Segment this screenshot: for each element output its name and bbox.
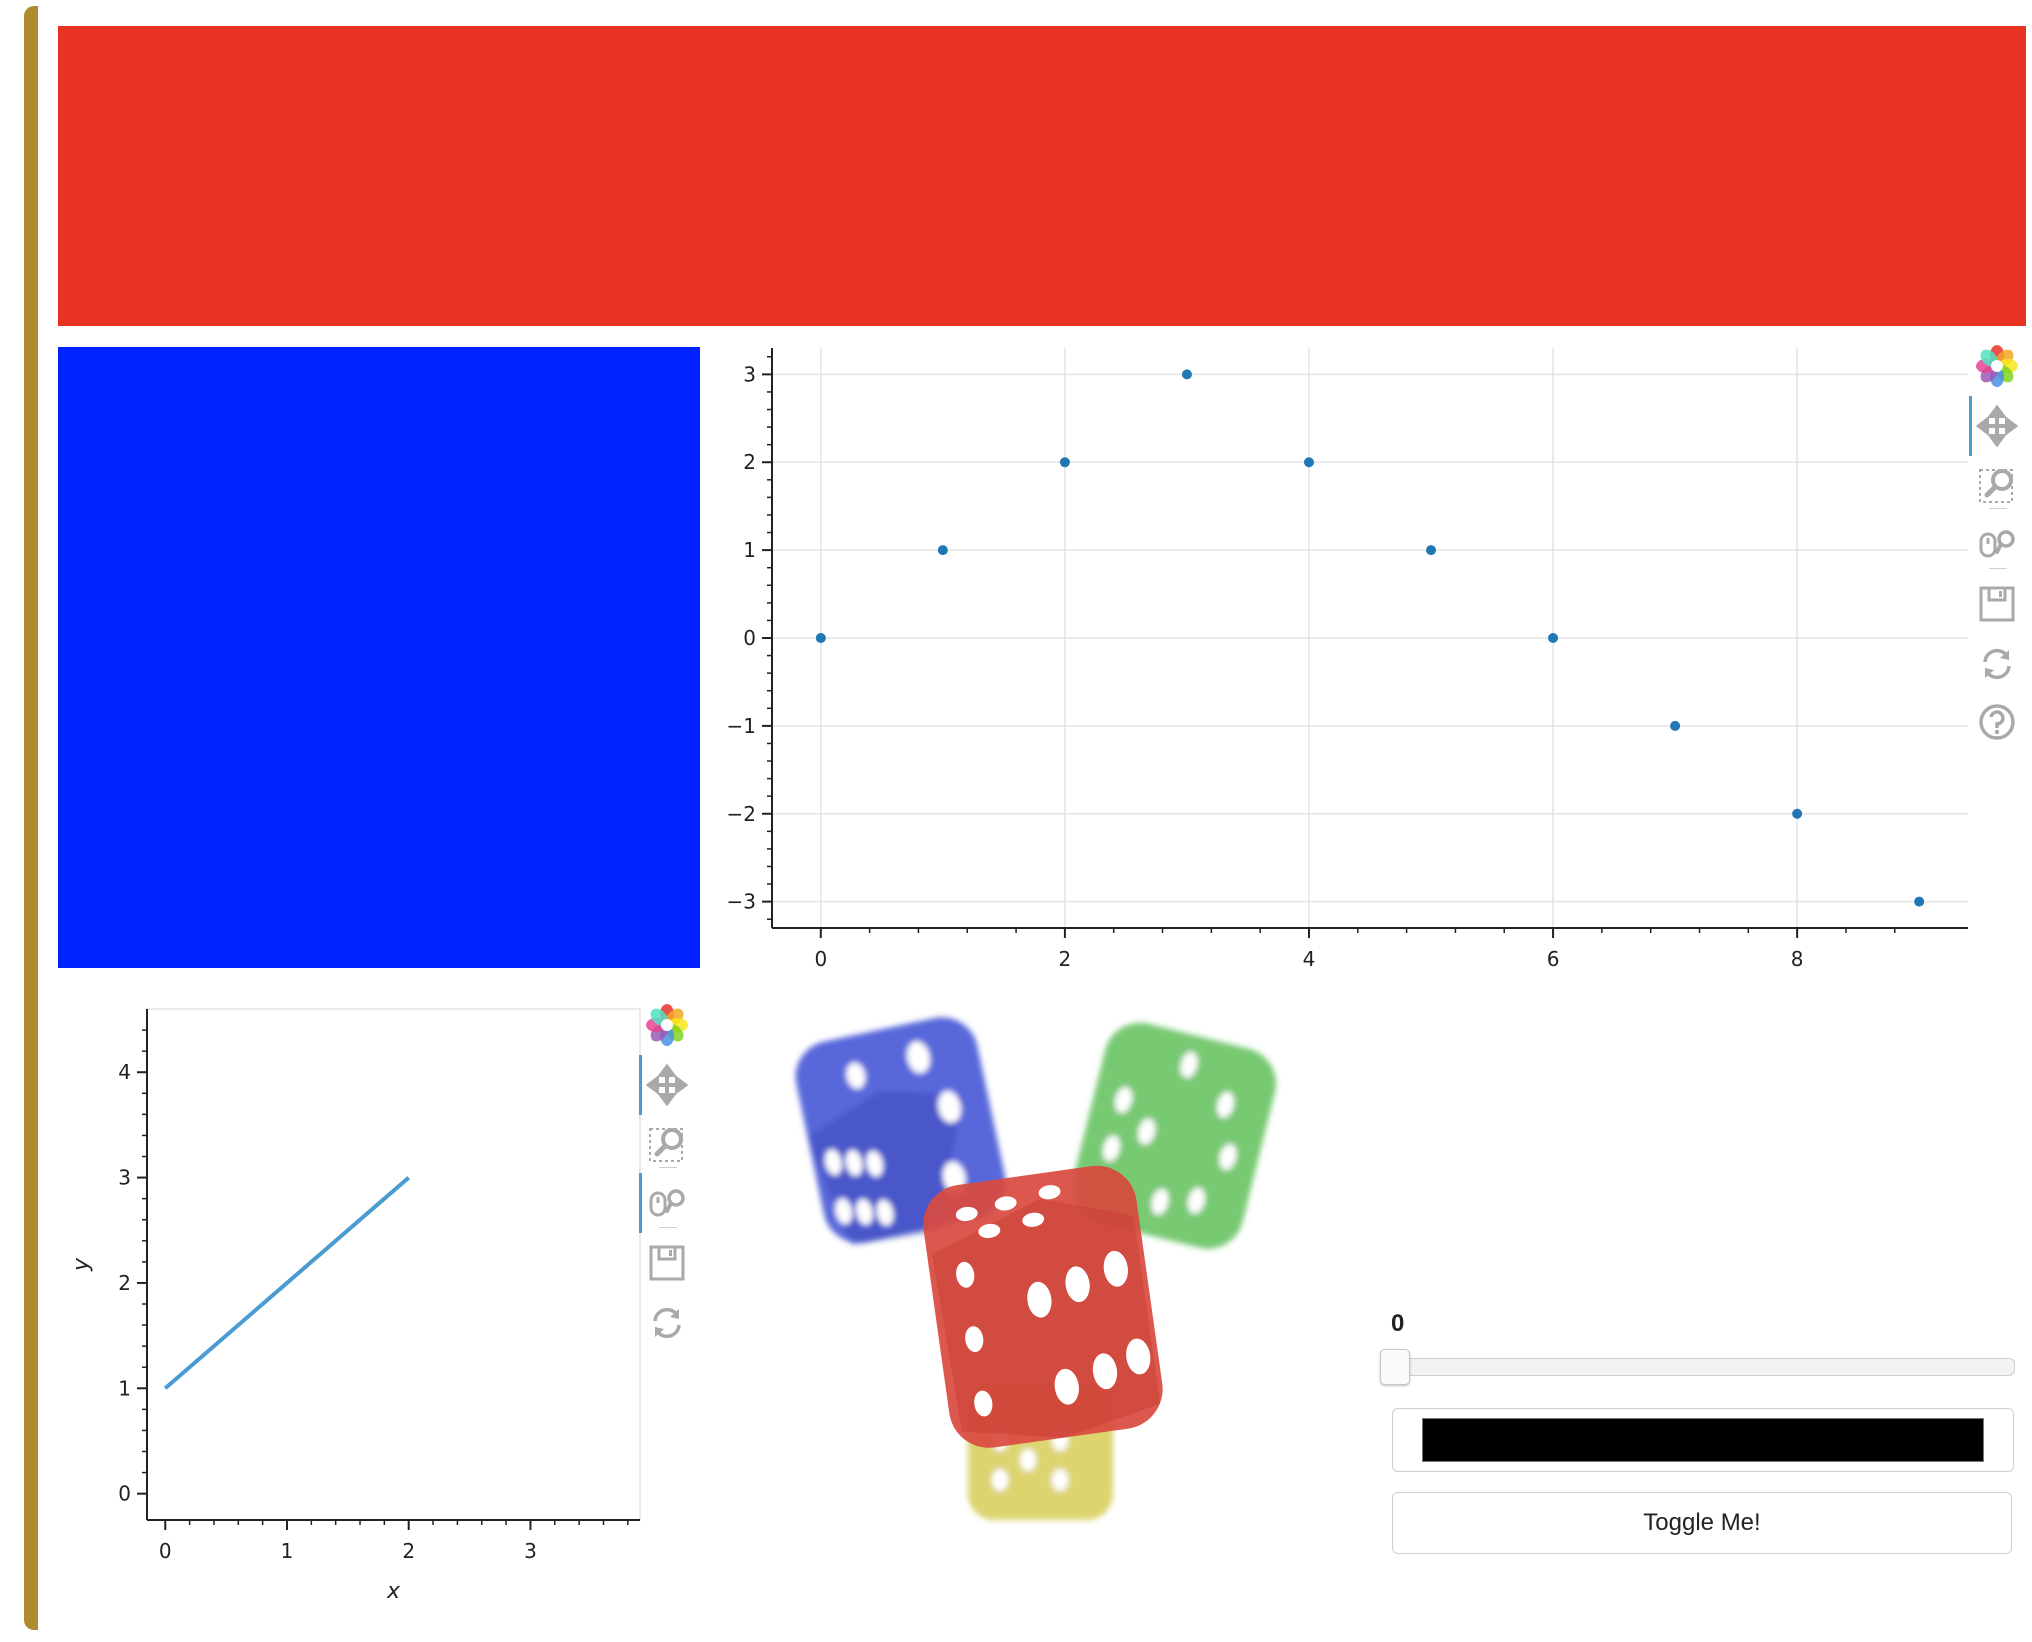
blue-panel (58, 347, 700, 968)
slider-handle[interactable] (1380, 1349, 1410, 1385)
data-point (815, 633, 826, 643)
x-tick-label: 2 (1059, 947, 1072, 971)
x-tick-label: 0 (159, 1539, 172, 1563)
bokeh-logo-icon (1975, 345, 2019, 392)
border-inner-gap (38, 6, 44, 1630)
y-tick-label: 2 (743, 450, 756, 474)
box-zoom-icon (645, 1128, 689, 1169)
data-point (1548, 633, 1559, 643)
save-tool[interactable] (1975, 582, 2019, 626)
pan-icon (1975, 404, 2019, 452)
x-tick-label: 8 (1791, 947, 1804, 971)
y-tick-label: 0 (743, 626, 756, 650)
plot-toolbar-bottom (639, 1003, 689, 1363)
toolbar-separator (659, 1167, 677, 1168)
x-tick-label: 6 (1547, 947, 1560, 971)
x-axis-label: x (386, 1579, 401, 1604)
y-tick-label: 3 (118, 1166, 131, 1190)
y-tick-label: −1 (727, 714, 756, 738)
x-tick-label: 4 (1303, 947, 1316, 971)
save-icon (645, 1245, 689, 1289)
data-point (937, 545, 948, 556)
y-tick-label: 2 (118, 1271, 131, 1295)
toolbar-separator (659, 1227, 677, 1228)
left-border-accent (24, 6, 38, 1630)
save-tool[interactable] (645, 1241, 689, 1285)
reset-tool[interactable] (645, 1301, 689, 1345)
reset-icon (1975, 648, 2019, 690)
data-point (1181, 369, 1192, 380)
y-tick-label: −2 (727, 802, 756, 826)
plot-frame (146, 1008, 641, 1521)
help-icon (1975, 704, 2019, 748)
box-zoom-tool[interactable] (1975, 462, 2019, 506)
pan-icon (645, 1063, 689, 1111)
reset-tool[interactable] (1975, 642, 2019, 686)
toggle-button[interactable]: Toggle Me! (1392, 1492, 2012, 1554)
data-point (1670, 720, 1681, 731)
red-banner-panel (58, 26, 2026, 326)
color-swatch[interactable] (1422, 1418, 1984, 1462)
save-icon (1975, 586, 2019, 630)
data-point (1059, 457, 1070, 468)
help-tool[interactable] (1975, 700, 2019, 744)
y-tick-label: 1 (743, 538, 756, 562)
x-tick-label: 3 (524, 1539, 537, 1563)
data-point (1426, 545, 1437, 556)
slider-track[interactable] (1393, 1358, 2015, 1376)
wheel-zoom-icon (1975, 530, 2019, 570)
bokeh-logo-tool (645, 1003, 689, 1047)
dice-image (795, 1017, 1277, 1520)
x-tick-label: 2 (402, 1539, 415, 1563)
slider-value-label: 0 (1391, 1310, 1405, 1337)
y-tick-label: 0 (118, 1482, 131, 1506)
plot-toolbar-top (1969, 344, 2019, 754)
box-zoom-tool[interactable] (645, 1121, 689, 1165)
wheel-zoom-tool[interactable] (1975, 522, 2019, 566)
y-axis-label: y (69, 1257, 94, 1272)
scatter-plot[interactable]: −3 −2 −1 0 1 2 3 0 2 4 6 8 (700, 340, 1990, 990)
bokeh-logo-icon (645, 1004, 689, 1051)
reset-icon (645, 1307, 689, 1349)
toolbar-separator (1989, 508, 2007, 509)
y-tick-label: 4 (118, 1060, 131, 1084)
toolbar-separator (1989, 568, 2007, 569)
line-plot[interactable]: 0 1 2 3 4 0 1 2 3 x y (60, 995, 660, 1610)
data-point (1914, 896, 1925, 907)
wheel-zoom-tool[interactable] (639, 1173, 689, 1233)
bokeh-logo-tool (1975, 344, 2019, 388)
red-die (923, 1165, 1163, 1448)
y-tick-label: −3 (727, 890, 756, 914)
x-tick-label: 1 (281, 1539, 294, 1563)
x-tick-label: 0 (814, 947, 827, 971)
y-grid (772, 373, 1968, 903)
pan-tool[interactable] (1969, 396, 2019, 456)
data-point (1792, 808, 1803, 819)
pan-tool[interactable] (639, 1055, 689, 1115)
data-line (163, 1176, 411, 1390)
data-point (1303, 457, 1314, 468)
y-tick-label: 3 (743, 362, 756, 386)
wheel-zoom-icon (645, 1189, 689, 1229)
y-tick-label: 1 (118, 1376, 131, 1400)
box-zoom-icon (1975, 469, 2019, 510)
